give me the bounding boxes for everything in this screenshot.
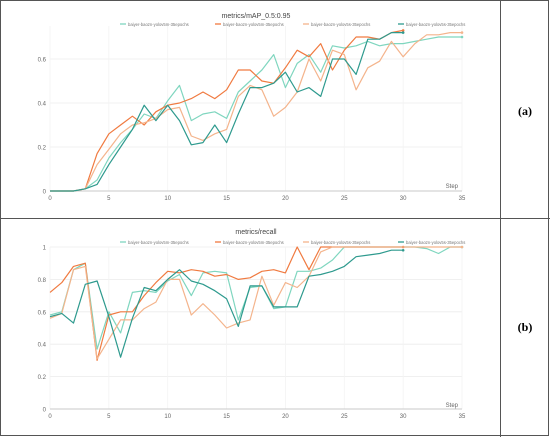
y-tick-label: 0.2: [38, 375, 47, 381]
series-line-1: [50, 36, 462, 192]
panel-label-b: (b): [517, 320, 533, 334]
x-tick-label: 15: [223, 414, 230, 420]
y-tick-label: 0.8: [38, 278, 47, 284]
legend-label: baiyer-baozn-yolov5s-35epochs: [406, 240, 465, 245]
legend-label: baiyer-baozn-yolov5m-35epochs: [128, 22, 189, 27]
y-tick-label: 0: [43, 408, 47, 414]
x-tick-label: 30: [400, 196, 407, 202]
legend-label: baiyer-baozn-yolov5s-35epochs: [311, 240, 370, 245]
legend-label: baiyer-baozn-yolov5m-35epochs: [223, 22, 284, 27]
panel-label-a: (a): [518, 104, 532, 118]
x-axis-label: Step: [446, 184, 459, 190]
series-endpoint: [401, 248, 405, 252]
x-tick-label: 25: [341, 196, 348, 202]
x-tick-label: 10: [164, 414, 171, 420]
series-endpoint: [401, 31, 405, 34]
x-axis-label: Step: [446, 403, 459, 409]
x-tick-label: 15: [223, 196, 230, 202]
x-tick-label: 5: [107, 414, 111, 420]
y-tick-label: 0.6: [38, 58, 47, 64]
chart-recall: 00.20.40.60.810 5 10 15 20 25 30 35metrics/reca…: [38, 229, 466, 420]
series-endpoint: [401, 29, 405, 32]
series-line-3: [50, 31, 462, 192]
y-tick-label: 0.6: [38, 310, 47, 316]
series-line-2: [50, 29, 404, 192]
series-endpoint: [460, 31, 464, 34]
chart-map: 0 0.2 0.4 0.6 0 5 10 15 20 25 30 35 metrics/mAP_0.5:…: [38, 13, 466, 202]
x-tick-label: 10: [164, 196, 171, 202]
chart-title: metrics/recall: [235, 229, 277, 236]
x-tick-label: 30: [400, 414, 407, 420]
series-endpoint: [460, 35, 464, 39]
x-tick-label: 20: [282, 196, 289, 202]
y-tick-label: 0.4: [38, 102, 47, 108]
y-tick-label: 0.4: [38, 343, 47, 349]
panel-divider-vertical: [500, 0, 501, 437]
y-tick-label: 0.2: [38, 146, 47, 152]
legend-label: baiyer-baozn-yolov5s-35epochs: [311, 22, 370, 27]
y-tick-label: 1: [43, 246, 47, 252]
legend-label: baiyer-baozn-yolov5s-35epochs: [406, 22, 465, 27]
series-line-3: [49, 246, 462, 360]
x-tick-label: 35: [459, 414, 466, 420]
x-tick-label: 0: [48, 414, 52, 420]
x-tick-label: 20: [282, 414, 289, 420]
chart-title: metrics/mAP_0.5:0.95: [222, 13, 291, 20]
x-tick-label: 35: [459, 196, 466, 202]
panel-divider-horizontal: [0, 218, 550, 219]
series-line-4: [50, 31, 404, 192]
y-tick-label: 0: [43, 190, 47, 196]
legend-label: baiyer-baozn-yolov5m-35epochs: [223, 240, 284, 245]
x-tick-label: 0: [48, 196, 52, 202]
series-line-4: [49, 249, 404, 358]
series-endpoint: [460, 245, 464, 249]
x-tick-label: 25: [341, 414, 348, 420]
x-tick-label: 5: [107, 196, 111, 202]
legend-label: baiyer-baozn-yolov5m-35epochs: [128, 240, 189, 245]
